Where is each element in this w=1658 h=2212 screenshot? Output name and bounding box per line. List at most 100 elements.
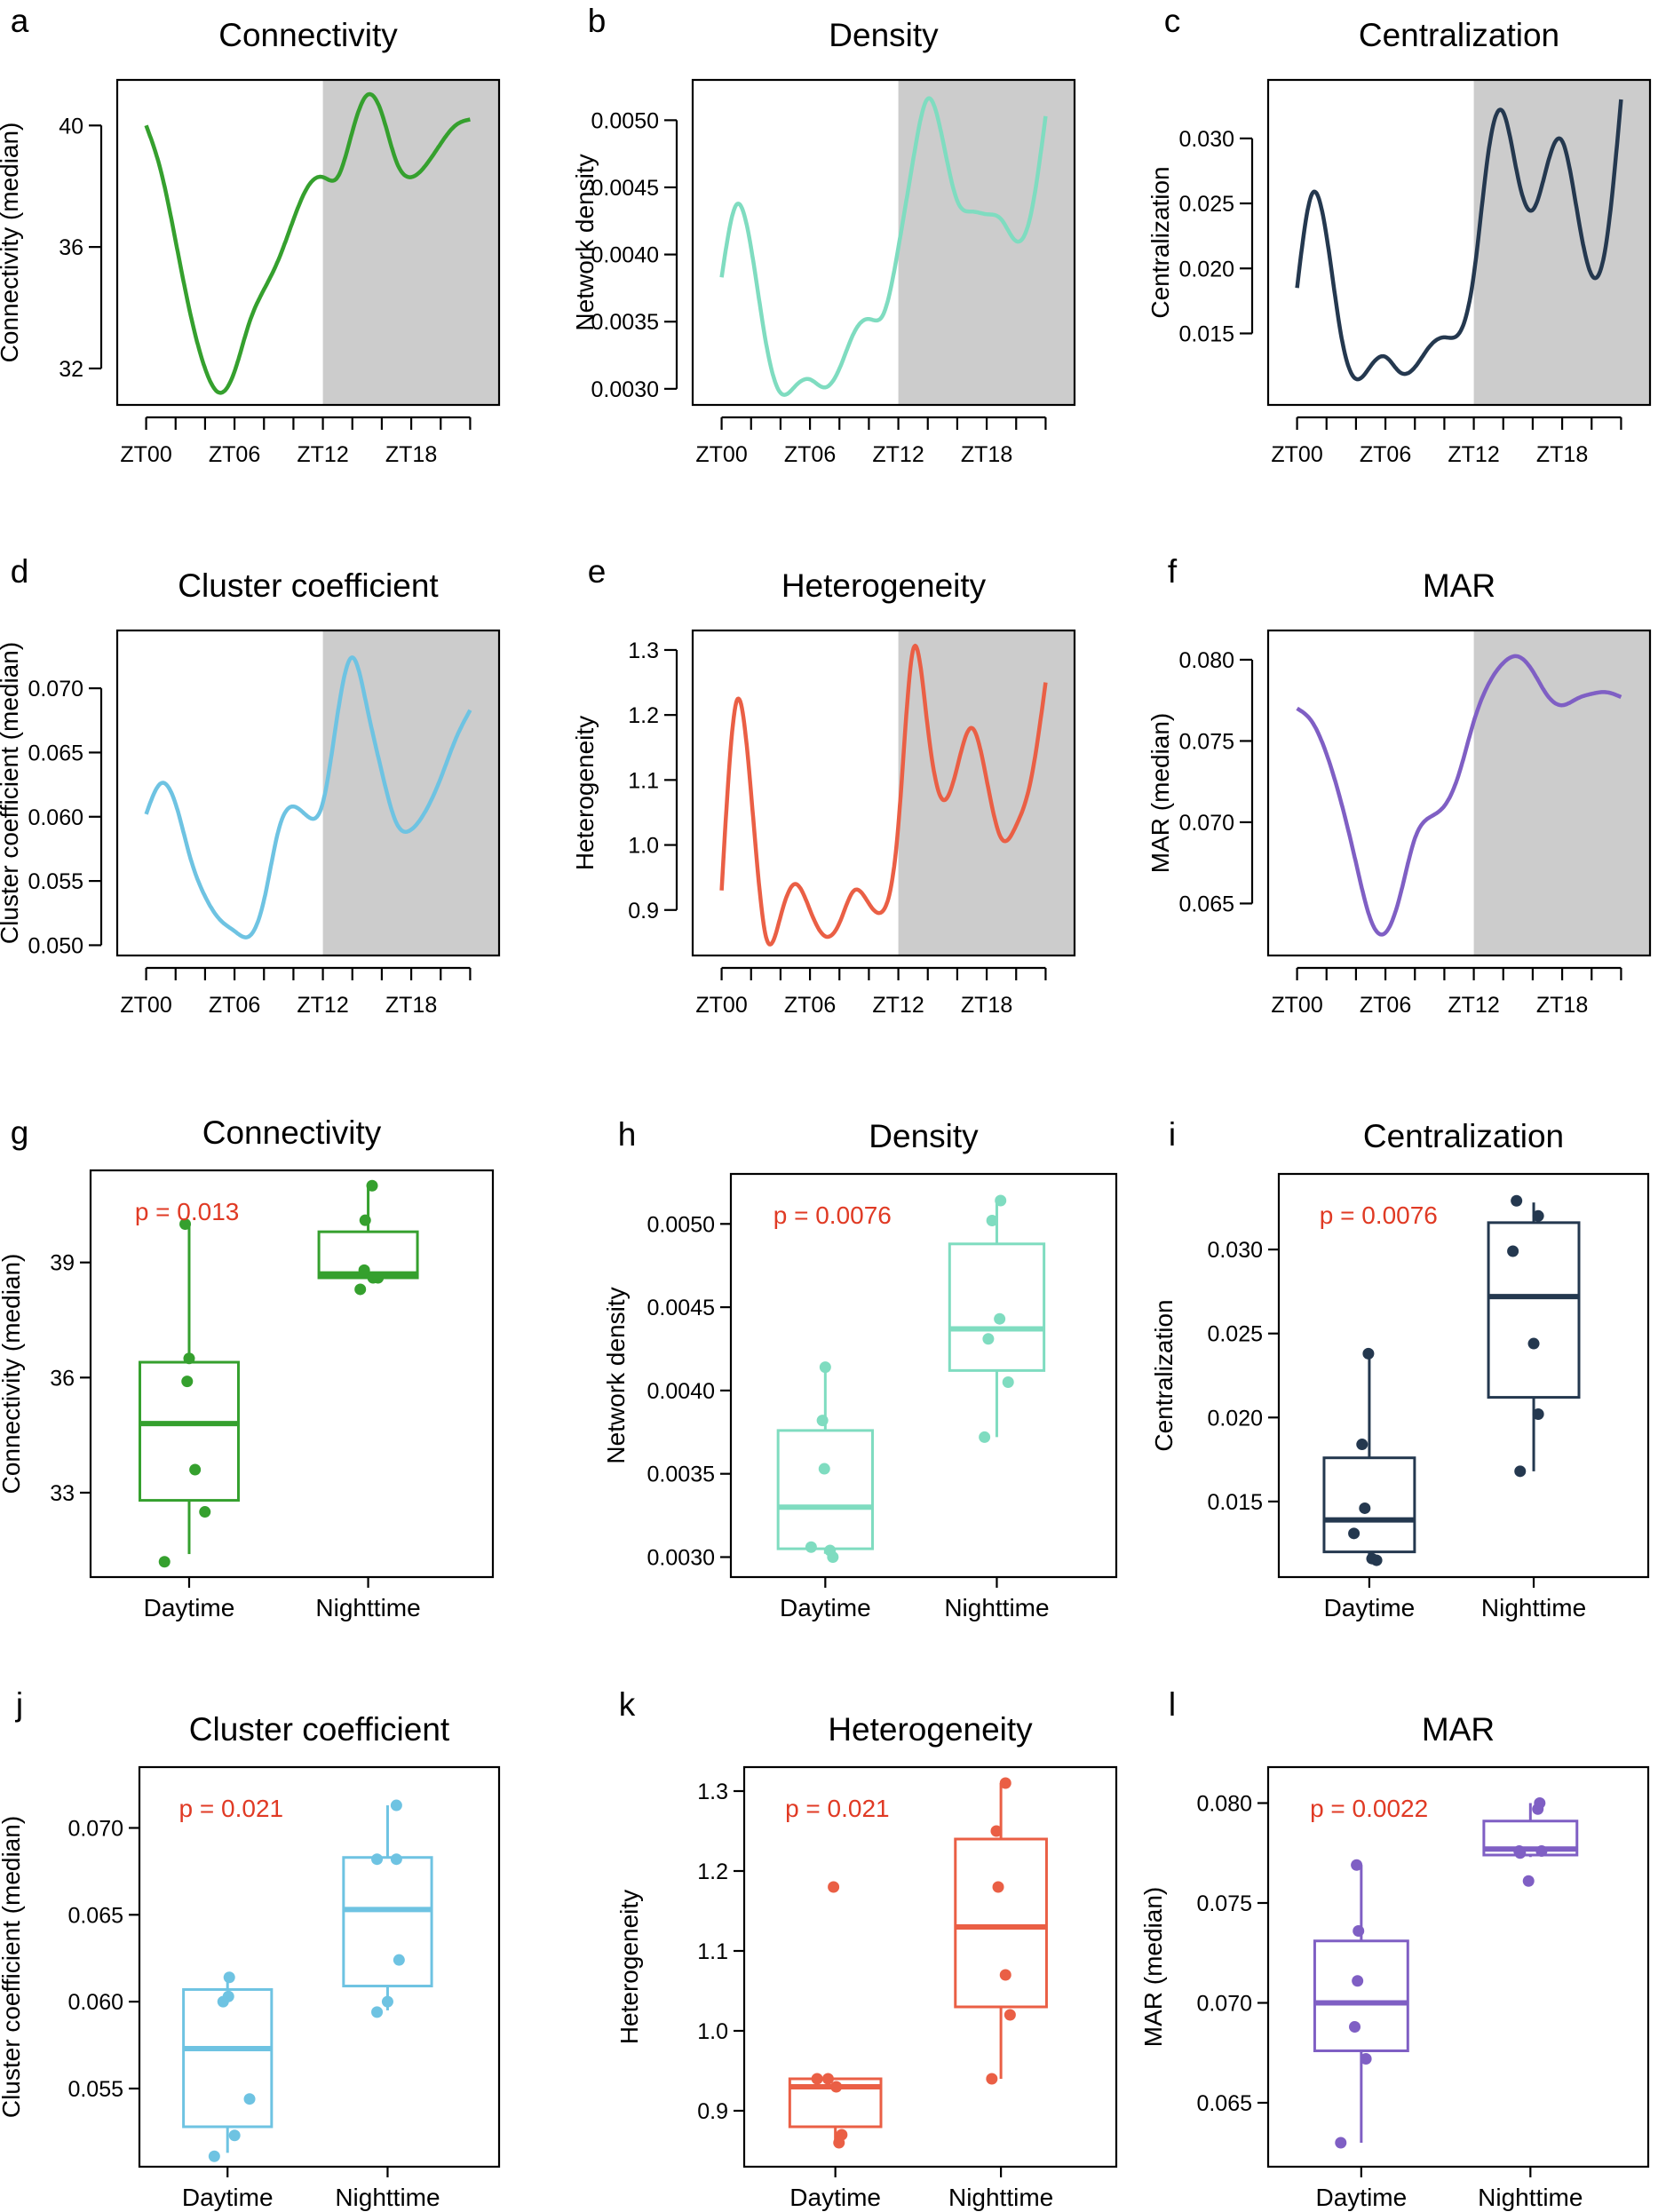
panel-i: Daytime Nighttime 0.015 0.020 0.025 0.030 Cent… [1150,1116,1650,1621]
data-point [1360,2053,1372,2065]
x-tick-label: Nighttime [948,2184,1053,2211]
p-value: p = 0.0022 [1310,1795,1428,1822]
series-line [144,91,472,395]
x-tick-label: ZT12 [872,993,924,1018]
y-tick-label: 0.030 [1207,1238,1263,1263]
data-point [181,1376,194,1388]
data-point [979,1431,991,1443]
y-tick-label: 1.1 [697,1939,728,1964]
night-shading [322,80,499,405]
panel-e: ZT00 ZT06 ZT12 ZT18 0.9 1.0 1.1 1.2 1.3 Heterogen… [571,553,1076,1018]
data-point [1362,1347,1375,1360]
x-tick-label: ZT12 [1448,442,1499,467]
panel-letter: h [618,1116,637,1153]
data-point [986,2073,998,2085]
box-iqr [182,1987,274,2129]
y-tick-label: 0.0045 [647,1296,715,1320]
panel-letter: c [1164,3,1181,39]
box-nighttime [317,1179,419,1296]
y-tick-label: 0.0035 [591,310,659,335]
data-point [1349,2021,1361,2033]
box-daytime [1322,1347,1416,1566]
panel-title: Heterogeneity [828,1711,1033,1748]
data-point [217,1995,229,2008]
data-point [819,1361,831,1374]
y-axis-label: MAR (median) [1146,713,1174,873]
plot-frame [691,629,1076,957]
box-iqr [776,1429,874,1550]
plot-frame [1266,78,1652,407]
panel-letter: l [1169,1686,1176,1723]
data-point [189,1463,202,1476]
panel-k: Daytime Nighttime 0.9 1.0 1.1 1.2 1.3 Heterogen… [615,1686,1118,2211]
y-tick-label: 0.065 [67,1903,123,1928]
data-point [228,2129,241,2142]
data-point [821,2073,834,2085]
y-tick-label: 0.020 [1178,257,1234,281]
night-shading [898,80,1075,405]
panel-b: ZT00 ZT06 ZT12 ZT18 0.0030 0.0035 0.0040 0.0045… [571,3,1076,467]
x-tick-label: Nighttime [1478,2184,1583,2211]
data-point [1353,1925,1365,1937]
x-tick-label: Daytime [144,1594,235,1621]
x-tick-label: ZT00 [120,993,171,1018]
data-point [1002,1376,1014,1389]
data-point [1348,1527,1361,1540]
y-tick-label: 0.9 [697,2099,728,2124]
y-tick-label: 0.020 [1207,1406,1263,1431]
data-point [199,1506,211,1518]
y-tick-label: 0.080 [1178,648,1234,673]
y-tick-label: 1.2 [628,703,659,728]
y-tick-label: 0.025 [1207,1322,1263,1347]
data-point [990,1825,1003,1837]
plot-frame [1266,629,1652,957]
panel-letter: i [1169,1116,1176,1153]
box-nighttime [1487,1194,1581,1478]
data-point [986,1215,998,1227]
x-tick-label: Nighttime [315,1594,420,1621]
x-tick-label: Nighttime [1481,1594,1586,1621]
box-iqr [1313,1939,1409,2052]
y-tick-label: 0.0045 [591,176,659,201]
series-line [1295,99,1623,382]
data-point [1359,1502,1371,1514]
x-tick-label: ZT00 [1271,993,1322,1018]
data-point [999,1969,1011,1981]
y-tick-label: 0.060 [28,805,83,830]
data-point [390,1853,402,1866]
y-tick-label: 0.060 [67,1990,123,2015]
y-tick-label: 36 [59,235,83,260]
box-iqr [1482,1820,1579,1857]
box-daytime [182,1971,274,2162]
y-tick-label: 0.025 [1178,192,1234,217]
data-point [1351,1859,1363,1871]
x-tick-label: ZT12 [297,442,348,467]
x-tick-label: ZT00 [120,442,171,467]
night-shading [1473,80,1650,405]
data-point [1352,1975,1364,1987]
panel-title: Cluster coefficient [178,567,439,604]
night-shading [898,630,1075,955]
data-point [818,1463,830,1475]
data-point [827,1550,839,1563]
box-iqr [948,1242,1046,1372]
data-point [1514,1847,1527,1859]
y-tick-label: 0.030 [1178,127,1234,152]
data-point [208,2150,220,2162]
y-tick-label: 0.0030 [647,1545,715,1570]
data-point [223,1971,235,1984]
panel-title: Heterogeneity [781,567,987,604]
y-tick-label: 0.050 [28,933,83,958]
data-point [381,1995,393,2008]
x-tick-label: ZT18 [961,442,1012,467]
box-iqr [1487,1221,1581,1399]
panel-title: Connectivity [202,1114,382,1151]
x-tick-label: ZT18 [385,442,437,467]
plot-frame [115,629,501,957]
y-tick-label: 0.065 [28,741,83,765]
y-axis-label: Cluster coefficient (median) [0,642,23,944]
data-point [992,1881,1004,1893]
plot-frame [729,1172,1118,1579]
series-line [719,643,1048,947]
